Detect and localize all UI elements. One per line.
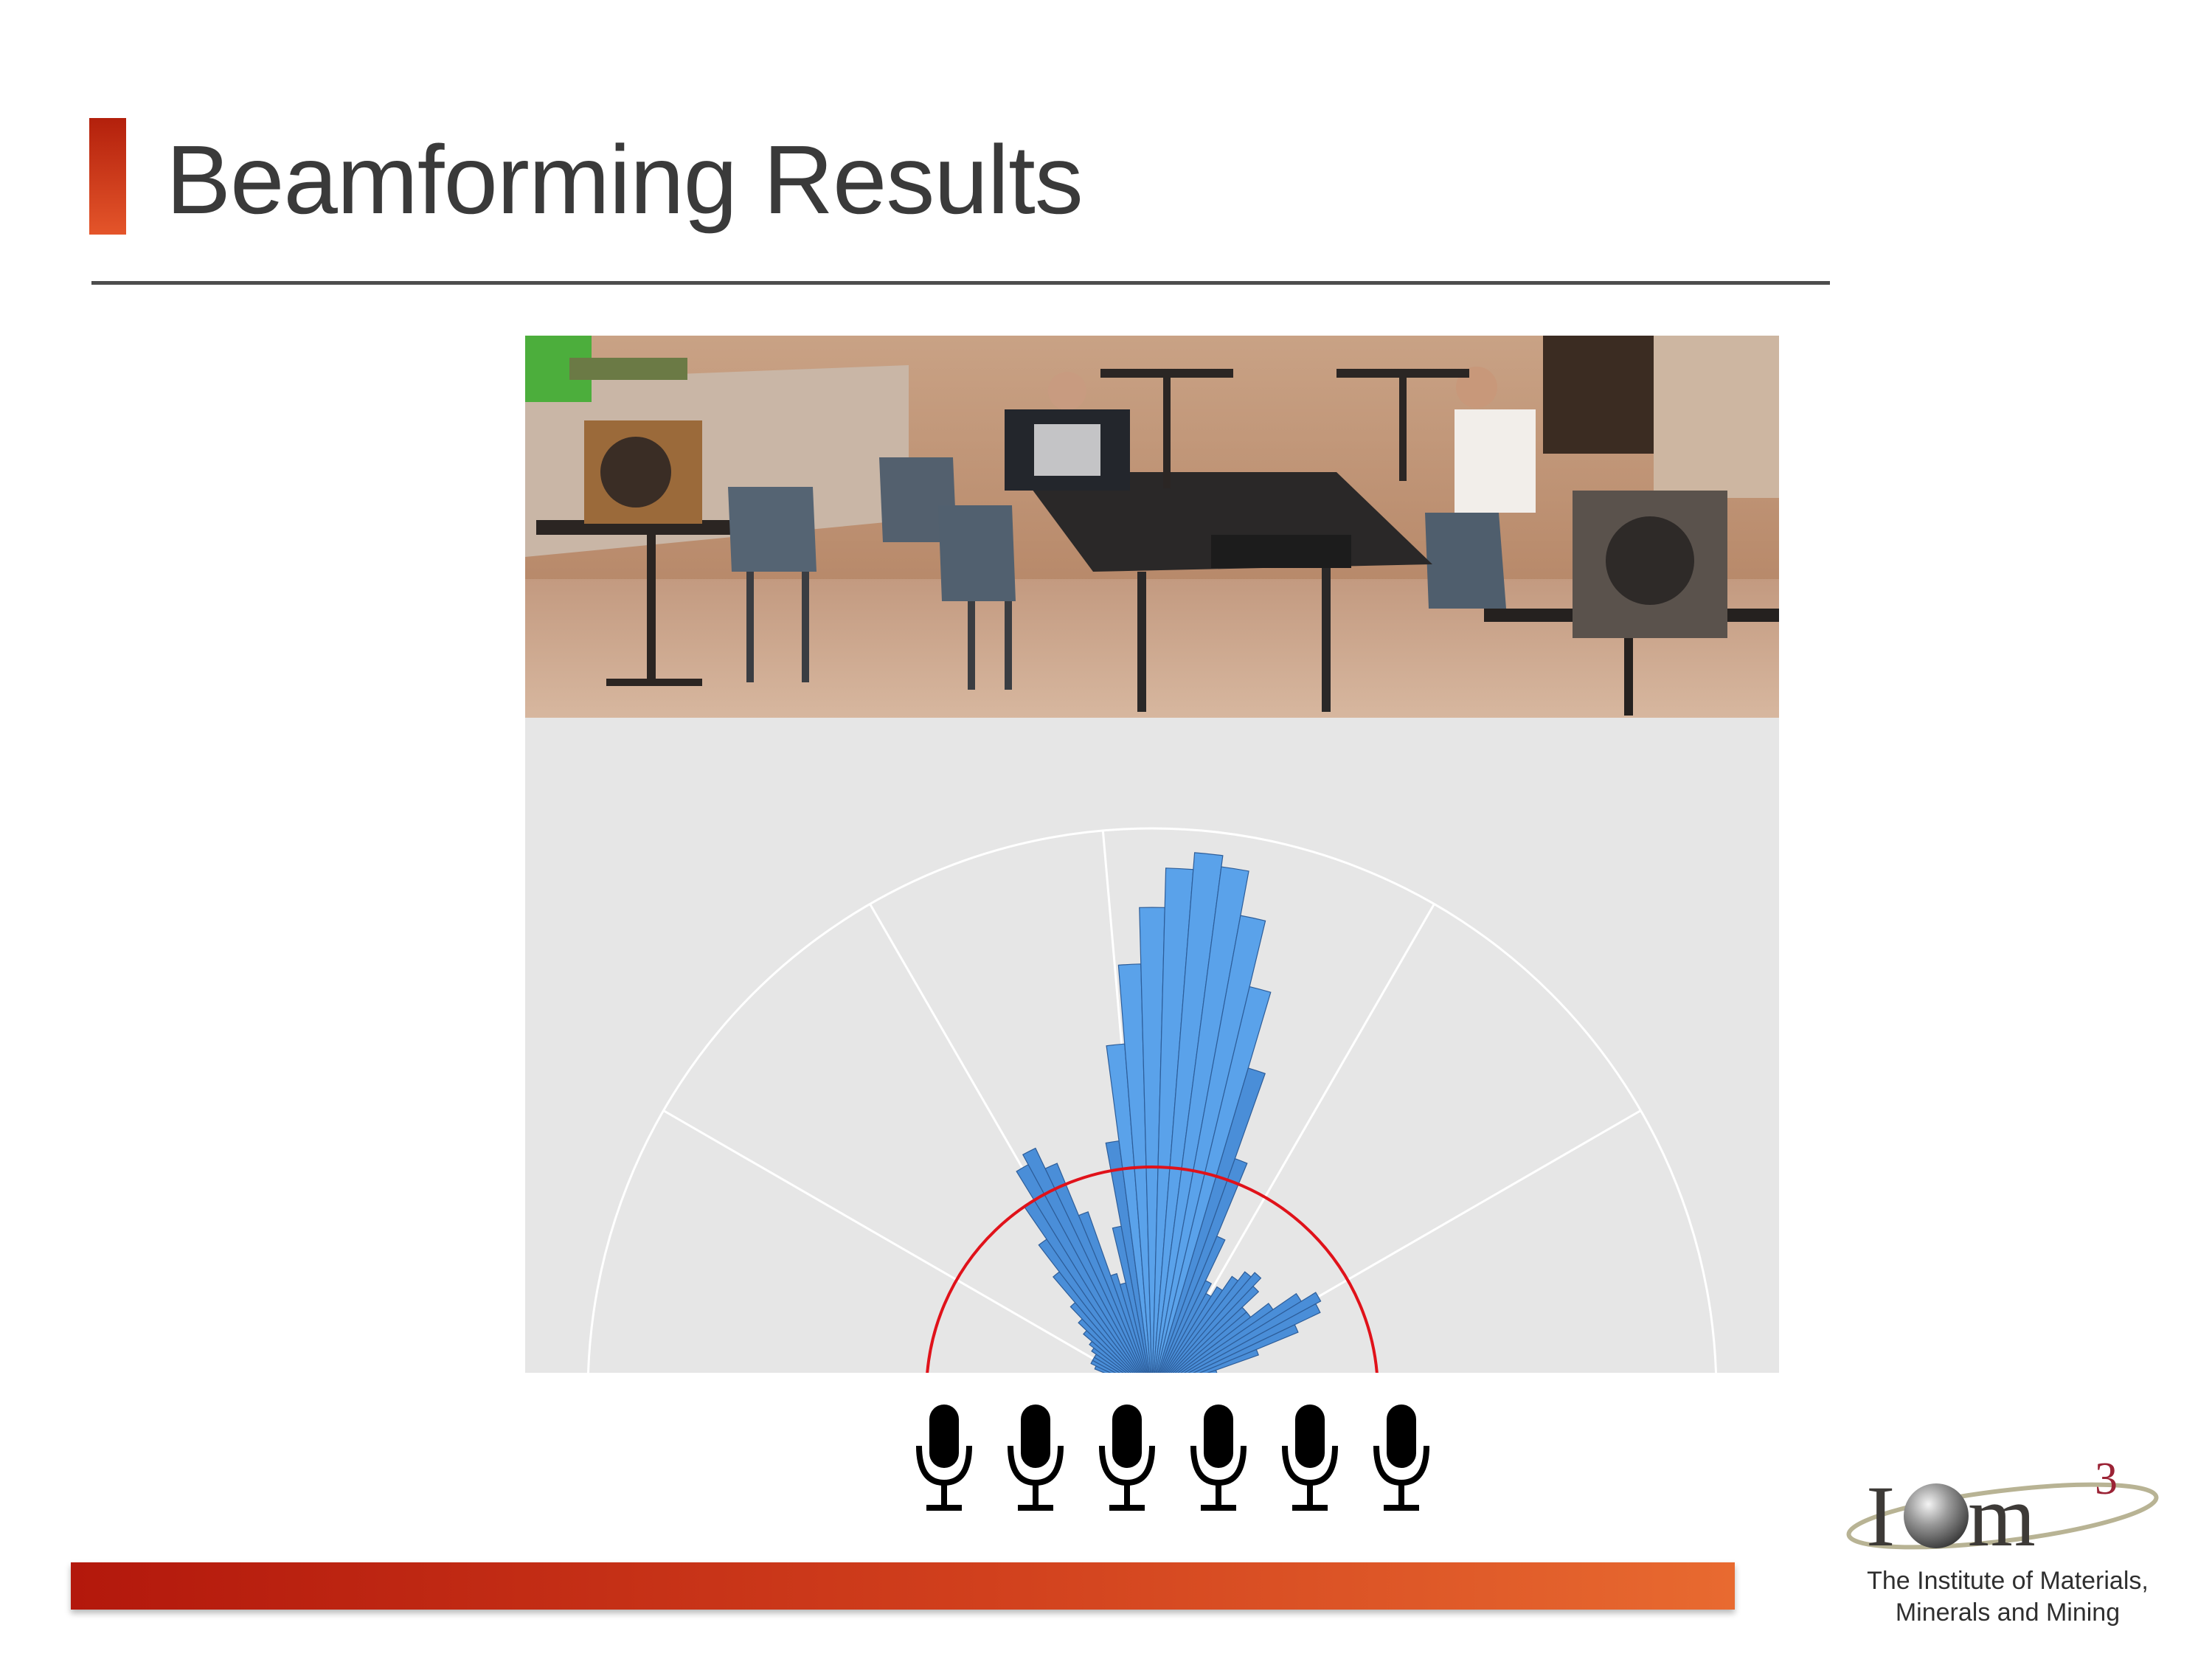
microphone-icon	[1190, 1405, 1247, 1511]
reference-boundary	[926, 1166, 1379, 1373]
polar-bar-36	[1157, 1067, 1266, 1373]
polar-bar-35	[1156, 986, 1272, 1373]
polar-bar-45	[1170, 1285, 1260, 1373]
polar-bar-44	[1168, 1272, 1262, 1373]
iom3-logo: I m 3	[1837, 1442, 2176, 1630]
polar-bar-38	[1159, 1236, 1226, 1373]
polar-bar-21	[1022, 1147, 1143, 1373]
polar-bar-50	[1183, 1292, 1322, 1373]
title-divider	[91, 281, 1830, 285]
polar-bar-32	[1153, 852, 1224, 1373]
polar-bar-54	[1207, 1369, 1218, 1373]
microphone-icon	[1008, 1405, 1064, 1511]
svg-text:m: m	[1968, 1468, 2036, 1565]
footer-accent-bar	[71, 1562, 1735, 1610]
polar-bar-22	[1044, 1163, 1145, 1373]
room-photo	[525, 336, 1779, 718]
svg-text:I: I	[1866, 1468, 1895, 1565]
beamforming-polar-chart	[525, 718, 1779, 1373]
polar-bar-23	[1078, 1211, 1146, 1373]
angle-gridline-0	[662, 1109, 1120, 1373]
radial-gridline-0	[587, 827, 1717, 1373]
polar-bar-33	[1154, 866, 1249, 1373]
polar-bar-52	[1193, 1323, 1299, 1373]
title-accent-bar	[89, 118, 126, 235]
microphone-icon	[1373, 1405, 1429, 1511]
svg-text:3: 3	[2095, 1454, 2118, 1504]
microphone-icon	[1282, 1405, 1338, 1511]
logo-caption-line1: The Institute of Materials,	[1867, 1567, 2149, 1595]
microphone-array	[907, 1402, 1438, 1520]
polar-bar-34	[1155, 915, 1266, 1373]
logo-caption-line2: Minerals and Mining	[1895, 1599, 2121, 1627]
slide-title: Beamforming Results	[166, 125, 1084, 234]
polar-bar-39	[1161, 1280, 1213, 1373]
polar-bar-24	[1110, 1272, 1147, 1373]
microphone-icon	[1099, 1405, 1155, 1511]
polar-bar-53	[1199, 1348, 1259, 1373]
logo-caption: The Institute of Materials, Minerals and…	[1809, 1565, 2207, 1629]
polar-bar-37	[1158, 1157, 1248, 1373]
microphone-icon	[916, 1405, 972, 1511]
polar-bar-51	[1188, 1303, 1321, 1373]
